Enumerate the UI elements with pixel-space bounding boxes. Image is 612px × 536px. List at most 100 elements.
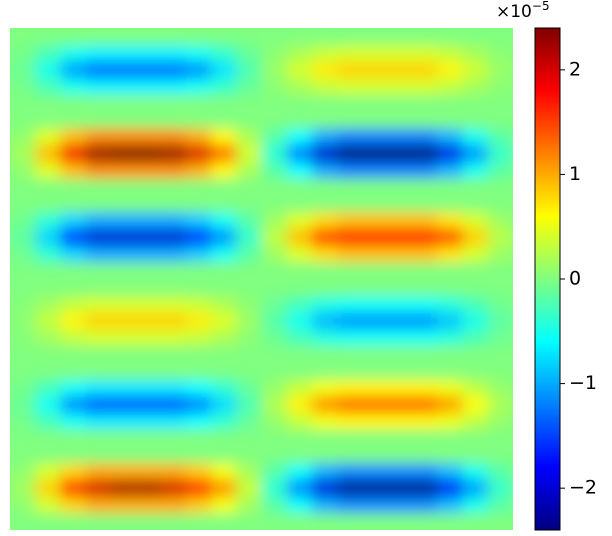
heatmap-cell (10, 262, 36, 280)
heatmap-cell (487, 195, 513, 213)
heatmap-cell (10, 279, 36, 297)
heatmap-cell (437, 279, 464, 297)
heatmap-cell (160, 379, 187, 397)
heatmap-cell (211, 479, 237, 498)
heatmap-cell (85, 78, 112, 96)
heatmap-cell (160, 429, 187, 447)
heatmap-cell (387, 178, 413, 196)
heatmap-cell (311, 28, 338, 46)
heatmap-cell (412, 128, 439, 146)
heatmap-cell (412, 312, 439, 330)
heatmap-cell (487, 362, 513, 380)
heatmap-cell (85, 345, 112, 364)
heatmap-cell (135, 329, 162, 347)
heatmap-cell (462, 379, 489, 397)
heatmap-cell (186, 429, 212, 447)
heatmap-cell (286, 178, 313, 196)
heatmap-cell (437, 178, 464, 196)
heatmap-cell (286, 412, 313, 431)
heatmap-cell (236, 463, 262, 481)
heatmap-cell (110, 345, 137, 364)
heatmap-cell (211, 279, 237, 297)
heatmap-cell (135, 362, 162, 380)
heatmap-cell (85, 161, 112, 180)
heatmap-cell (487, 446, 513, 464)
heatmap-cell (85, 479, 112, 498)
heatmap-cell (60, 28, 86, 46)
heatmap-cell (336, 212, 363, 230)
heatmap-cell (412, 161, 439, 180)
heatmap-cell (211, 513, 237, 530)
heatmap-cell (110, 245, 137, 263)
heatmap-cell (10, 463, 36, 481)
heatmap-cell (387, 362, 413, 380)
heatmap-cell (186, 44, 212, 62)
heatmap-cell (160, 513, 187, 530)
heatmap-cell (311, 446, 338, 464)
heatmap-cell (311, 245, 338, 263)
heatmap-cell (60, 362, 86, 380)
heatmap-cell (35, 345, 61, 364)
heatmap-cell (186, 28, 212, 46)
colorbar-offset: ×10−5 (496, 0, 550, 22)
heatmap-cell (35, 145, 61, 163)
heatmap-cell (135, 212, 162, 230)
heatmap-cell (160, 161, 187, 180)
heatmap-cell (135, 446, 162, 464)
heatmap-cell (110, 329, 137, 347)
heatmap-cell (286, 195, 313, 213)
heatmap-cell (261, 195, 288, 213)
heatmap-cell (362, 28, 388, 46)
heatmap-cell (487, 463, 513, 481)
heatmap-cell (10, 94, 36, 113)
heatmap-cell (362, 145, 388, 163)
heatmap-cell (211, 145, 237, 163)
heatmap-cell (412, 262, 439, 280)
heatmap-cell (110, 262, 137, 280)
heatmap-cell (110, 44, 137, 62)
heatmap-cell (336, 379, 363, 397)
heatmap-cell (462, 463, 489, 481)
heatmap-cell (362, 78, 388, 96)
heatmap-cell (487, 295, 513, 313)
heatmap-cell (437, 446, 464, 464)
heatmap-cell (286, 228, 313, 247)
heatmap-cell (160, 362, 187, 380)
heatmap-cell (462, 295, 489, 313)
heatmap-cell (412, 412, 439, 431)
heatmap-cell (110, 195, 137, 213)
heatmap-cell (336, 345, 363, 364)
heatmap-cell (10, 396, 36, 414)
heatmap-cell (60, 44, 86, 62)
heatmap-cell (160, 396, 187, 414)
heatmap-area (10, 28, 513, 530)
heatmap-cell (412, 446, 439, 464)
colorbar-tick-label: 0 (569, 268, 581, 290)
heatmap-cell (135, 429, 162, 447)
heatmap-cell (462, 513, 489, 530)
heatmap-cell (186, 245, 212, 263)
heatmap-cell (412, 212, 439, 230)
heatmap-cell (286, 279, 313, 297)
heatmap-cell (160, 111, 187, 129)
heatmap-cell (236, 479, 262, 498)
heatmap-cell (135, 245, 162, 263)
heatmap-cell (160, 228, 187, 247)
heatmap-cell (135, 145, 162, 163)
heatmap-cell (10, 479, 36, 498)
heatmap-cell (110, 446, 137, 464)
heatmap-cell (311, 195, 338, 213)
heatmap-cell (211, 245, 237, 263)
heatmap-cell (85, 463, 112, 481)
heatmap-cell (286, 446, 313, 464)
heatmap-cell (85, 61, 112, 79)
heatmap-cell (286, 345, 313, 364)
heatmap-cell (236, 61, 262, 79)
heatmap-cell (60, 279, 86, 297)
heatmap-cell (160, 345, 187, 364)
heatmap-cell (35, 513, 61, 530)
heatmap-cell (437, 479, 464, 498)
heatmap-cell (261, 446, 288, 464)
heatmap-cell (487, 479, 513, 498)
heatmap-cell (462, 412, 489, 431)
